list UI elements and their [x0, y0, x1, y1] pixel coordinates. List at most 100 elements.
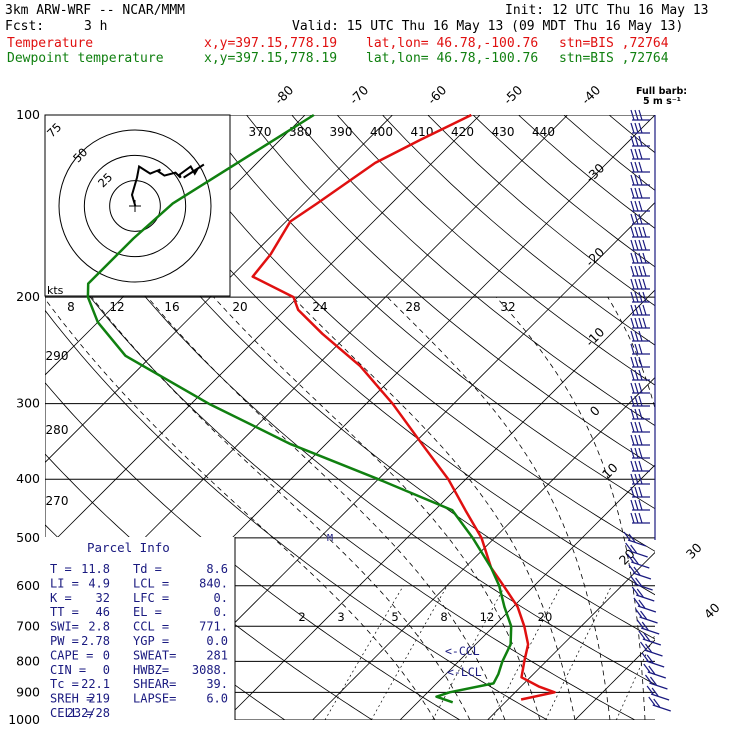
mixing-ratio-line: [545, 585, 612, 720]
mixing-ratio-label: 20: [538, 610, 553, 624]
hodograph-ring: [58, 129, 212, 283]
parcel-info-cell: SREH =: [50, 692, 93, 706]
temperature-line: [251, 113, 556, 701]
theta-label: 410: [411, 125, 434, 139]
wind-barb: [636, 619, 660, 635]
theta-label: 270: [46, 494, 69, 508]
pressure-tick-label: 100: [16, 107, 40, 122]
wind-barb: [648, 696, 671, 712]
isotherm: [399, 464, 655, 720]
parcel-info-cell: 46: [96, 605, 110, 619]
init-time: Init: 12 UTC Thu 16 May 13: [505, 3, 709, 18]
mixing-ratio-label: 3: [337, 610, 344, 624]
parcel-info-cell: LI =: [50, 576, 79, 590]
pressure-tick-label: 300: [16, 396, 40, 411]
hodograph-ring: [109, 180, 161, 232]
moist-adiabat: [147, 296, 506, 720]
mixing-ratio-label: 2: [298, 610, 305, 624]
parcel-info-cell: 232/28: [67, 706, 110, 720]
m-marker: M: [327, 533, 333, 544]
parcel-info-cell: CIN =: [50, 663, 86, 677]
wind-barb: [626, 553, 650, 569]
moist-adiabat: [495, 296, 646, 720]
dewpoint-station: stn=BIS ,72764: [559, 51, 669, 66]
parcel-info-cell: 2.78: [81, 634, 110, 648]
moist-adiabat-label: 32: [500, 300, 515, 314]
parcel-info-cell: 0: [103, 663, 110, 677]
isotherm: [45, 115, 393, 464]
wind-barb: [630, 239, 650, 251]
dry-adiabat: [472, 115, 655, 268]
isotherm-label: -40: [578, 82, 603, 107]
wind-barb: [630, 447, 650, 459]
parcel-info-cell: CCL =: [133, 620, 169, 634]
isotherm-label: -60: [424, 82, 449, 107]
wind-barb: [630, 382, 650, 394]
isotherm: [574, 639, 655, 720]
wind-barb: [630, 369, 650, 381]
parcel-info-cell: TT =: [50, 605, 79, 619]
pressure-tick-label: 800: [16, 653, 40, 668]
parcel-info-cell: 0.: [214, 591, 228, 605]
isotherm-label: 0: [587, 403, 603, 419]
theta-label: 290: [46, 349, 69, 363]
barb-legend-line1: Full barb:: [636, 86, 687, 97]
wind-barb: [646, 685, 670, 701]
temperature-xy: x,y=397.15,778.19: [204, 36, 338, 51]
moist-adiabat: [45, 298, 436, 720]
wind-barb: [625, 542, 648, 558]
isotherm-label: 30: [683, 540, 705, 562]
theta-label: 390: [330, 125, 353, 139]
hodograph-units: kts: [47, 284, 64, 297]
isotherm-label: 40: [701, 600, 723, 622]
wind-barb: [630, 330, 650, 342]
wind-barbs: [623, 109, 671, 712]
wind-barb: [633, 597, 657, 613]
wind-barb: [630, 278, 650, 290]
mixing-ratio-label: 12: [480, 610, 495, 624]
wind-barb: [630, 499, 650, 511]
parcel-info-cell: 4.9: [88, 576, 110, 590]
parcel-info-cell: 840.: [199, 576, 228, 590]
dry-adiabat: [336, 115, 655, 386]
wind-barb: [630, 213, 650, 225]
wind-barb: [628, 564, 652, 580]
parcel-info-cell: EL =: [133, 605, 162, 619]
parcel-info-cell: SHEAR=: [133, 677, 176, 691]
wind-barb: [630, 291, 650, 303]
isotherm-label: -70: [346, 82, 371, 107]
moist-adiabat: [91, 296, 471, 720]
mixing-ratio-line: [432, 585, 506, 720]
parcel-info-box: Parcel Info T = 11.8 Td = 8.6 LI = 4.9 LCL = 84…: [45, 537, 236, 720]
wind-barb: [630, 304, 650, 316]
parcel-info-cell: SWEAT=: [133, 648, 176, 662]
isotherm: [45, 115, 481, 551]
wind-barb: [630, 265, 650, 277]
parcel-info-cell: K =: [50, 591, 72, 605]
forecast-label: Fcst:: [5, 19, 45, 34]
isotherm-label: -50: [500, 82, 525, 107]
parcel-info-cell: LFC =: [133, 591, 169, 605]
dry-adiabat: [155, 115, 655, 552]
pressure-tick-label: 600: [16, 578, 40, 593]
parcel-info-cell: Td =: [133, 562, 162, 576]
mixing-ratio-label: 5: [391, 610, 398, 624]
wind-barb: [630, 512, 650, 524]
parcel-info-cell: 3088.: [192, 663, 228, 677]
dewpoint-line: [86, 113, 513, 704]
forecast-hours: 3 h: [84, 19, 108, 34]
moist-adiabat-label: 28: [405, 300, 420, 314]
dry-adiabat: [291, 115, 655, 427]
dewpoint-xy: x,y=397.15,778.19: [204, 51, 338, 66]
temperature-latlon: lat,lon= 46.78,-100.76: [366, 36, 539, 51]
wind-barb: [630, 161, 650, 173]
parcel-info-cell: CELL =: [50, 706, 93, 720]
theta-label: 380: [289, 125, 312, 139]
wind-barb: [630, 473, 650, 485]
parcel-info-cell: 281: [206, 648, 228, 662]
wind-barb: [630, 226, 650, 238]
parcel-info-cell: PW =: [50, 634, 79, 648]
pressure-tick-label: 700: [16, 618, 40, 633]
